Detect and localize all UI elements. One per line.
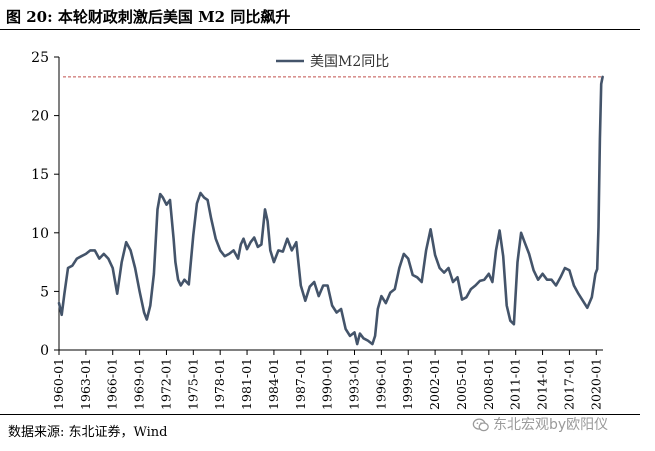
y-tick-label: 15: [31, 167, 49, 183]
y-tick-label: 10: [31, 226, 49, 242]
x-tick-label: 1996-01: [373, 358, 388, 410]
x-tick-label: 1969-01: [132, 358, 147, 410]
x-tick-label: 2020-01: [588, 358, 603, 410]
watermark-text: 东北宏观by欧阳仪: [493, 417, 609, 433]
x-tick-label: 1990-01: [320, 358, 335, 410]
x-tick-label: 2014-01: [535, 358, 550, 410]
bottom-rule: [0, 414, 640, 415]
figure-title: 图 20: 本轮财政刺激后美国 M2 同比飙升: [6, 8, 291, 26]
x-tick-label: 1984-01: [266, 358, 281, 410]
x-tick-label: 1972-01: [158, 358, 173, 410]
y-tick-label: 20: [31, 109, 49, 125]
x-tick-label: 1981-01: [239, 358, 254, 410]
x-tick-label: 2008-01: [481, 358, 496, 410]
wechat-icon: [472, 418, 489, 432]
x-tick-label: 1963-01: [78, 358, 93, 410]
y-tick-label: 0: [40, 343, 49, 359]
x-tick-label: 1960-01: [51, 358, 66, 410]
series-line-m2-yoy: [57, 75, 604, 346]
x-tick-label: 1978-01: [212, 358, 227, 410]
legend: 美国M2同比: [276, 54, 389, 70]
y-tick-label: 25: [31, 50, 49, 66]
x-tick-label: 1993-01: [347, 358, 362, 410]
x-tick-label: 1966-01: [105, 358, 120, 410]
x-tick-label: 2017-01: [561, 358, 576, 410]
y-tick-label: 5: [40, 284, 49, 300]
x-tick-label: 1999-01: [400, 358, 415, 410]
x-tick-label: 2011-01: [508, 358, 523, 410]
source-note: 数据来源: 东北证券，Wind: [8, 425, 168, 440]
y-axis: 0 5 10 15 20 25: [31, 50, 60, 359]
series-group: [57, 75, 604, 346]
x-tick-label: 2005-01: [454, 358, 469, 410]
title-rule: [0, 29, 640, 30]
x-tick-label: 1987-01: [293, 358, 308, 410]
x-tick-label: 2002-01: [427, 358, 442, 410]
legend-label: 美国M2同比: [310, 54, 389, 70]
watermark: 东北宏观by欧阳仪: [472, 414, 608, 434]
x-tick-label: 1975-01: [185, 358, 200, 410]
x-axis: 1960-01 1963-01 1966-01 1969-01 1972-01 1975-…: [51, 349, 603, 410]
